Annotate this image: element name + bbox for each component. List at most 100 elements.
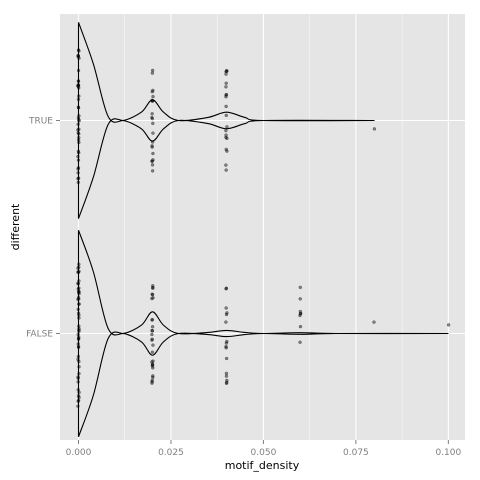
data-point — [77, 135, 81, 140]
data-point — [76, 68, 81, 73]
data-point — [77, 140, 81, 145]
data-point — [224, 356, 229, 361]
x-tick-label: 0.100 — [435, 448, 461, 458]
data-point — [225, 136, 229, 141]
data-point — [76, 158, 81, 162]
x-tick-label: 0.025 — [158, 448, 184, 458]
data-point — [76, 180, 80, 185]
data-point — [77, 119, 81, 123]
data-point — [77, 302, 81, 306]
data-point — [77, 316, 81, 320]
data-point — [151, 359, 155, 363]
data-point — [76, 122, 80, 126]
y-tick-label: TRUE — [28, 117, 53, 127]
data-point — [224, 147, 228, 152]
data-point — [224, 104, 228, 109]
data-point — [151, 121, 155, 126]
data-point — [150, 163, 155, 167]
data-point — [225, 339, 229, 344]
data-point — [150, 145, 154, 149]
data-point — [76, 131, 80, 135]
data-point — [150, 144, 154, 148]
data-point — [77, 297, 81, 301]
data-point — [76, 171, 80, 175]
violin-upper-outline — [77, 22, 375, 123]
data-point — [150, 364, 155, 368]
data-point — [150, 68, 155, 73]
data-point — [446, 323, 451, 327]
data-point — [76, 79, 81, 83]
data-point — [76, 342, 80, 346]
data-point — [150, 332, 154, 337]
x-tick-label: 0.075 — [343, 448, 369, 458]
data-point — [151, 286, 155, 290]
data-point — [150, 381, 154, 385]
data-point — [77, 265, 81, 269]
data-point — [224, 85, 228, 89]
x-tick-label: 0.050 — [251, 448, 277, 458]
data-point — [372, 320, 376, 324]
data-point — [76, 399, 80, 404]
data-point — [224, 312, 229, 317]
data-point — [224, 93, 228, 97]
data-point — [76, 376, 80, 380]
data-point — [76, 54, 80, 58]
data-points — [76, 48, 451, 408]
data-point — [77, 335, 81, 339]
data-point — [224, 374, 229, 378]
data-point — [76, 149, 81, 154]
data-point — [77, 262, 81, 266]
data-point — [150, 350, 155, 354]
data-point — [76, 375, 80, 379]
data-point — [150, 292, 155, 297]
data-point — [298, 309, 303, 314]
data-point — [77, 324, 81, 328]
data-point — [77, 365, 81, 369]
data-point — [76, 281, 80, 286]
data-point — [224, 168, 228, 172]
data-point — [150, 99, 155, 103]
data-point — [298, 340, 302, 344]
data-point — [150, 378, 155, 383]
data-point — [298, 285, 302, 290]
data-point — [76, 270, 80, 274]
data-point — [77, 329, 81, 333]
data-point — [76, 307, 80, 312]
data-point — [151, 284, 155, 288]
data-point — [76, 48, 81, 52]
data-point — [76, 345, 81, 349]
data-point — [150, 116, 155, 121]
data-point — [76, 287, 80, 291]
data-point — [76, 84, 80, 88]
data-point — [298, 297, 302, 301]
data-point — [76, 404, 80, 408]
data-point — [76, 354, 81, 359]
violins — [77, 22, 449, 437]
data-point — [77, 390, 81, 395]
data-point — [77, 94, 81, 98]
data-point — [224, 381, 229, 386]
data-point — [225, 149, 229, 153]
violin-lower-outline — [77, 331, 449, 437]
data-point — [150, 317, 155, 322]
data-point — [150, 140, 155, 144]
data-point — [77, 127, 81, 131]
data-point — [76, 357, 80, 362]
panel-background — [60, 14, 465, 440]
data-point — [76, 332, 80, 337]
data-point — [150, 325, 155, 329]
x-tick-label: 0.000 — [66, 448, 92, 458]
data-point — [77, 328, 81, 332]
data-point — [224, 128, 228, 133]
data-point — [224, 346, 228, 350]
data-point — [76, 388, 80, 392]
data-point — [150, 90, 154, 94]
data-point — [76, 176, 81, 180]
data-point — [224, 81, 228, 85]
data-point — [151, 151, 155, 156]
data-point — [224, 344, 228, 349]
data-point — [150, 159, 154, 163]
violin-lower-outline — [77, 118, 375, 219]
data-point — [77, 279, 81, 283]
data-point — [77, 114, 81, 118]
